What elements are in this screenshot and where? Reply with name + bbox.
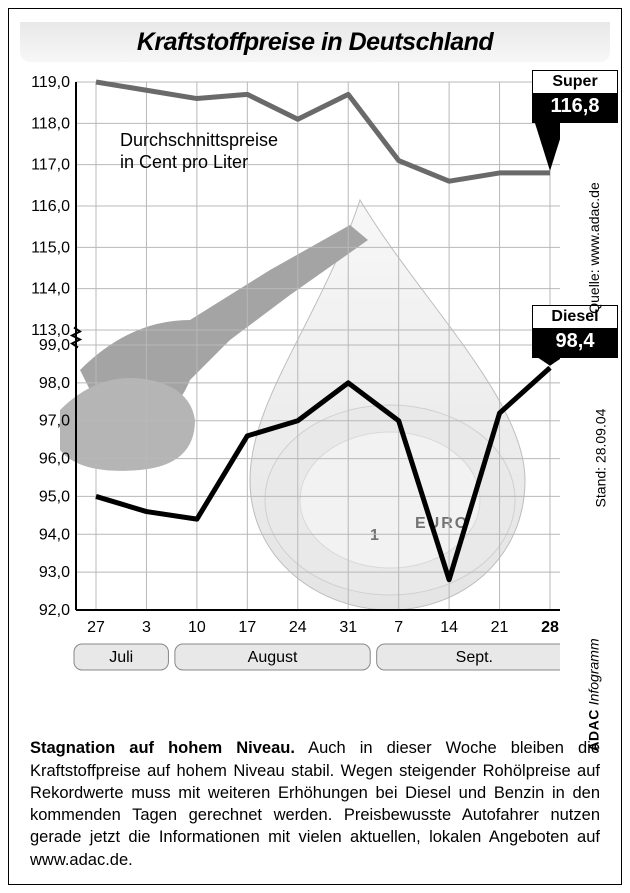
endlabel-super: Super 116,8: [532, 70, 618, 123]
svg-text:7: 7: [394, 619, 403, 636]
svg-text:97,0: 97,0: [39, 413, 70, 430]
svg-text:14: 14: [440, 619, 458, 636]
svg-text:10: 10: [188, 619, 206, 636]
page-title: Kraftstoffpreise in Deutschland: [20, 22, 610, 62]
page: Kraftstoffpreise in Deutschland 1EURO113…: [0, 0, 630, 893]
infogramm-text: Infogramm: [585, 638, 601, 709]
stand-text: Stand: 28.09.04: [593, 409, 609, 508]
endlabel-diesel: Diesel 98,4: [532, 305, 618, 358]
svg-text:Juli: Juli: [109, 649, 133, 666]
svg-text:98,0: 98,0: [39, 375, 70, 392]
svg-text:99,0: 99,0: [39, 337, 70, 354]
svg-text:17: 17: [238, 619, 256, 636]
subtitle-line-2: in Cent pro Liter: [120, 152, 248, 172]
chart-area: 1EURO113,0114,0115,0116,0117,0118,0119,0…: [20, 70, 560, 690]
svg-text:Sept.: Sept.: [456, 649, 493, 666]
footer-lead: Stagnation auf hohem Niveau.: [30, 739, 295, 757]
svg-text:116,0: 116,0: [31, 198, 70, 215]
svg-text:118,0: 118,0: [31, 115, 70, 132]
chart-svg: 1EURO113,0114,0115,0116,0117,0118,0119,0…: [20, 70, 560, 690]
svg-text:92,0: 92,0: [39, 602, 70, 619]
svg-text:31: 31: [339, 619, 357, 636]
svg-text:95,0: 95,0: [39, 488, 70, 505]
svg-text:114,0: 114,0: [31, 281, 70, 298]
adac-infogramm: ADAC Infogramm: [585, 638, 601, 751]
endlabel-super-name: Super: [533, 71, 617, 93]
svg-text:93,0: 93,0: [39, 564, 70, 581]
footer-body: Auch in dieser Woche bleiben die Kraftst…: [30, 739, 600, 868]
footer-text: Stagnation auf hohem Niveau. Auch in die…: [30, 737, 600, 871]
subtitle-line-1: Durchschnittspreise: [120, 130, 278, 150]
svg-text:96,0: 96,0: [39, 451, 70, 468]
svg-text:28: 28: [541, 619, 559, 636]
svg-text:27: 27: [87, 619, 105, 636]
svg-text:115,0: 115,0: [31, 239, 70, 256]
svg-text:94,0: 94,0: [39, 526, 70, 543]
svg-text:24: 24: [289, 619, 307, 636]
endlabel-diesel-name: Diesel: [533, 306, 617, 328]
svg-text:1: 1: [370, 527, 379, 544]
svg-text:21: 21: [491, 619, 509, 636]
title-text: Kraftstoffpreise in Deutschland: [137, 28, 493, 57]
source-text: Quelle: www.adac.de: [586, 182, 602, 314]
svg-text:3: 3: [142, 619, 151, 636]
svg-text:August: August: [248, 649, 298, 666]
endlabel-super-value: 116,8: [551, 95, 600, 117]
chart-subtitle: Durchschnittspreise in Cent pro Liter: [120, 130, 278, 173]
endlabel-diesel-value: 98,4: [556, 330, 595, 352]
svg-text:117,0: 117,0: [31, 157, 70, 174]
svg-text:119,0: 119,0: [31, 74, 70, 91]
svg-text:EURO: EURO: [415, 515, 469, 532]
